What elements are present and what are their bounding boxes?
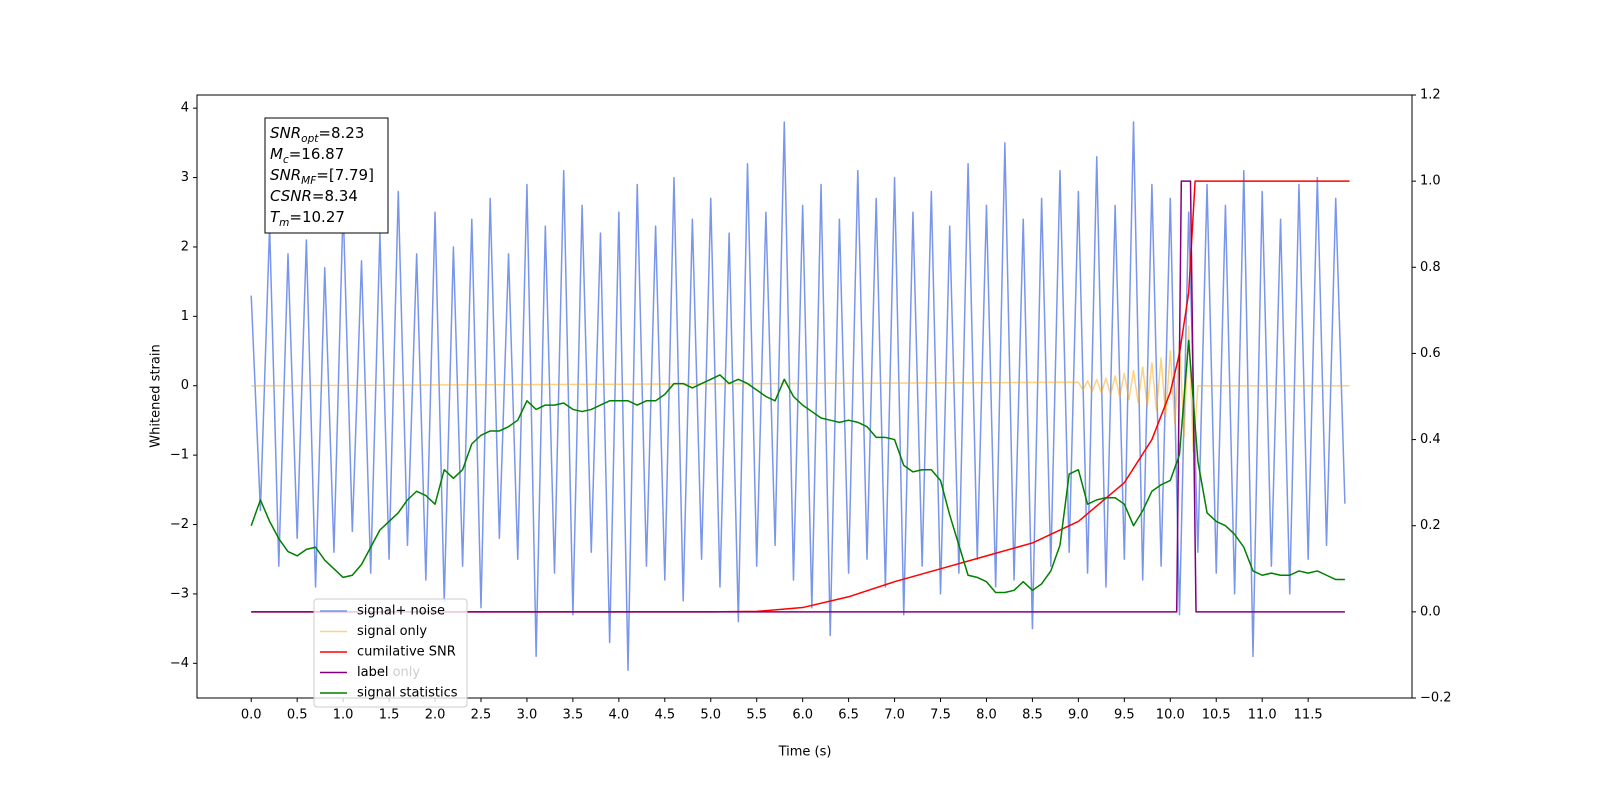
x-tick-label: 9.5: [1114, 708, 1135, 723]
x-tick-label: 0.5: [287, 708, 308, 723]
x-tick-label: 1.0: [333, 708, 354, 723]
x-tick-label: 7.0: [884, 708, 905, 723]
x-tick-label: 3.5: [563, 708, 584, 723]
y-tick-label: 1: [181, 309, 189, 324]
y-tick-label: −3: [170, 586, 189, 601]
series-line: [250, 339, 1345, 594]
annotation-symbol: SNR: [270, 124, 301, 142]
annotation-text: =16.87: [289, 145, 345, 163]
x-tick-label: 2.5: [471, 708, 492, 723]
annotation-line: CSNR=8.34: [270, 187, 358, 205]
annotation-box: [264, 117, 389, 234]
y2-tick-label: 0.6: [1420, 346, 1441, 361]
y2-tick-label: 1.2: [1420, 88, 1441, 103]
series-line: [251, 180, 1345, 613]
y-axis-label: Whitened strain: [149, 344, 164, 447]
x-tick-label: 10.5: [1202, 708, 1231, 723]
annotation-text: =8.34: [312, 187, 358, 205]
annotation-subscript: opt: [301, 133, 319, 145]
x-tick-label: 6.0: [792, 708, 813, 723]
x-tick-label: 1.5: [379, 708, 400, 723]
x-tick-label: 5.5: [746, 708, 767, 723]
y-tick-label: −1: [170, 448, 189, 463]
annotation-line: SNRMF=[7.79]: [270, 166, 374, 188]
annotation-symbol: CSNR: [270, 187, 312, 205]
annotation-line: Tm=10.27: [270, 208, 345, 230]
y2-tick-label: 1.0: [1420, 174, 1441, 189]
y2-tick-label: 0.4: [1420, 432, 1441, 447]
x-tick-label: 6.5: [838, 708, 859, 723]
annotation-line: SNRopt=8.23: [270, 124, 364, 146]
x-tick-label: 11.0: [1248, 708, 1277, 723]
series-line: [250, 121, 1346, 671]
x-tick-label: 9.0: [1068, 708, 1089, 723]
annotation-text: =[7.79]: [316, 166, 374, 184]
y2-tick-label: −0.2: [1420, 691, 1452, 706]
y2-tick-label: 0.8: [1420, 260, 1441, 275]
x-axis-label: Time (s): [778, 745, 832, 760]
legend-label: label: [357, 665, 388, 680]
x-tick-label: 4.5: [654, 708, 675, 723]
x-tick-label: 0.0: [241, 708, 262, 723]
legend-label: signal+ noise: [357, 604, 445, 619]
legend-box: [313, 598, 468, 708]
x-tick-label: 7.5: [930, 708, 951, 723]
annotation-text: =10.27: [289, 208, 345, 226]
annotation-subscript: c: [283, 154, 289, 166]
y-tick-label: 2: [181, 239, 189, 254]
annotation-line: Mc=16.87: [270, 145, 344, 167]
y-tick-label: −4: [170, 656, 189, 671]
y-tick-label: 3: [181, 170, 189, 185]
y-tick-label: −2: [170, 517, 189, 532]
x-tick-label: 10.0: [1156, 708, 1185, 723]
y2-tick-label: 0.2: [1420, 518, 1441, 533]
annotation-subscript: m: [279, 217, 289, 229]
x-tick-label: 3.0: [517, 708, 538, 723]
x-tick-label: 8.0: [976, 708, 997, 723]
x-tick-label: 8.5: [1022, 708, 1043, 723]
annotation-symbol: M: [270, 145, 283, 163]
x-tick-label: 4.0: [609, 708, 630, 723]
annotation-symbol: T: [270, 208, 281, 226]
plot-frame: [196, 94, 1413, 699]
legend-label: signal only: [357, 624, 427, 639]
legend-label: signal statistics: [357, 686, 458, 701]
series-line: [251, 180, 1350, 613]
series-line: [251, 325, 1350, 453]
x-tick-label: 2.0: [425, 708, 446, 723]
x-tick-label: 11.5: [1294, 708, 1323, 723]
x-tick-label: 5.0: [700, 708, 721, 723]
annotation-subscript: MF: [301, 175, 317, 187]
annotation-text: =8.23: [318, 124, 364, 142]
annotation-symbol: SNR: [270, 166, 301, 184]
y2-tick-label: 0.0: [1420, 604, 1441, 619]
y-tick-label: 4: [181, 101, 189, 116]
legend-label: cumilative SNR: [357, 645, 456, 660]
y-tick-label: 0: [181, 378, 189, 393]
